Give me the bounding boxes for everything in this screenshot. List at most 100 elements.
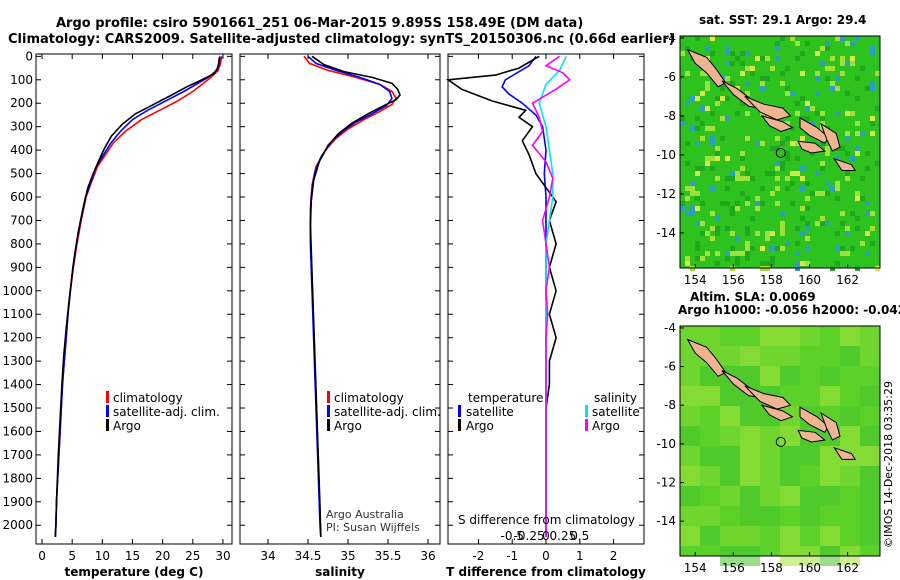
sst_map-field-cell [795, 141, 800, 146]
sla_map-field-cell [820, 446, 840, 466]
sst_map-field-cell [805, 106, 810, 111]
sst_map-field-cell [730, 51, 735, 56]
sst_map-field-cell [750, 66, 755, 71]
sst_map-field-cell [845, 61, 850, 66]
sst_map-field-cell [795, 261, 800, 266]
sla_map-xtick-label: 156 [722, 561, 745, 575]
sst_map-field-cell [725, 176, 730, 181]
sst_map-field-cell [735, 111, 740, 116]
sst_map-field-cell [825, 66, 830, 71]
sla_map-xtick-label: 158 [760, 561, 783, 575]
sst_map-field-cell [715, 101, 720, 106]
sst_map-field-cell [750, 176, 755, 181]
sla_map-field-cell [680, 326, 700, 346]
sst_map-field-cell [815, 171, 820, 176]
sst_map-field-cell [795, 156, 800, 161]
sst_map-field-cell [720, 86, 725, 91]
pressure-tick-label: 900 [10, 260, 33, 274]
sst_map-field-cell [815, 71, 820, 76]
sst_map-field-cell [715, 216, 720, 221]
sst_map-field-cell [805, 41, 810, 46]
sst_map-field-cell [870, 211, 875, 216]
sst_map-field-cell [810, 121, 815, 126]
sst_map-field-cell [765, 76, 770, 81]
sst_map-field-cell [850, 246, 855, 251]
pressure-tick-label: 1500 [2, 401, 33, 415]
diff-legend-s-satellite-label: satellite [592, 405, 640, 419]
sla_map-island [760, 404, 794, 422]
diff-legend-t-argo-label: Argo [466, 419, 494, 433]
sst_map-field-cell [835, 231, 840, 236]
pressure-tick-label: 400 [10, 143, 33, 157]
sst_map-field-cell [820, 216, 825, 221]
sla_map-field-cell [720, 406, 740, 426]
sst_map-field-cell [760, 201, 765, 206]
credit-pi-name: PI: Susan Wijffels [326, 521, 420, 534]
sla_map-field-cell [720, 386, 740, 406]
sst_map-field-cell [695, 96, 700, 101]
sla_map-field-cell [680, 366, 700, 386]
sst_map-island [686, 48, 727, 88]
sla_map-field-cell [700, 386, 720, 406]
sst_map-field-cell [795, 226, 800, 231]
sst_map-field-cell [855, 196, 860, 201]
sst_map-field-cell [745, 241, 750, 246]
sst_map-field-cell [790, 201, 795, 206]
sst_map-field-cell [840, 146, 845, 151]
sst_map-field-cell [715, 176, 720, 181]
sst_map-field-cell [705, 161, 710, 166]
sla_map-field-cell [820, 466, 840, 486]
sst_map-field-cell [740, 61, 745, 66]
sla_map-field-cell [740, 526, 760, 546]
pressure-tick-label: 1800 [2, 471, 33, 485]
s-diff-tick-label: -0.5 [500, 529, 523, 543]
sst_map-field-cell [785, 86, 790, 91]
sst_map-ytick-label: -4 [664, 31, 676, 45]
sst_map-field-cell [780, 71, 785, 76]
figure-title-line2: Climatology: CARS2009. Satellite-adjuste… [8, 32, 675, 47]
pressure-tick-label: 700 [10, 213, 33, 227]
sst_map-field-cell [770, 231, 775, 236]
sal-legend-satellite-label: satellite-adj. clim. [334, 405, 441, 419]
sla-map: 154 156 158 160 162 -4 -6 -8 -10 -12 -14 [656, 321, 881, 575]
sst_map-field-cell [725, 186, 730, 191]
sst_map-field-cell [705, 251, 710, 256]
legend-climatology-swatch [106, 391, 109, 403]
sst_map-field-cell [850, 41, 855, 46]
sst_map-field-cell [860, 66, 865, 71]
sst_map-field-cell [840, 71, 845, 76]
sst_map-field-cell [765, 236, 770, 241]
sst-map: 154 156 158 160 162 -4 -6 -8 -10 -12 -14 [656, 31, 881, 287]
sla_map-field-cell [840, 326, 860, 346]
sst_map-field-cell [710, 36, 715, 41]
sst_map-ytick-label: -14 [656, 226, 676, 240]
sla_map-ytick-label: -4 [664, 321, 676, 335]
sst_map-field-cell [820, 161, 825, 166]
sst_map-field-cell [825, 41, 830, 46]
sst_map-field-cell [745, 256, 750, 261]
sst_map-field-cell [695, 36, 700, 41]
pressure-tick-label: 1400 [2, 378, 33, 392]
sst_map-field-cell [860, 196, 865, 201]
sst_map-field-cell [700, 166, 705, 171]
sst_map-field-cell [870, 121, 875, 126]
sst_map-field-cell [845, 91, 850, 96]
sla_map-ytick-label: -14 [656, 514, 676, 528]
sla_map-ytick-label: -10 [656, 437, 676, 451]
pressure-tick-label: 1600 [2, 424, 33, 438]
salinity-xtick-label: 34.5 [295, 549, 322, 563]
sla_map-island [820, 411, 841, 441]
sst_map-field-cell [760, 81, 765, 86]
sst_map-field-cell [780, 231, 785, 236]
sst_map-field-cell [865, 211, 870, 216]
sla_map-field-cell [760, 506, 780, 526]
temperature-xtick-label: 5 [68, 549, 76, 563]
credit-argo-australia: Argo Australia [326, 508, 404, 521]
diff-legend-s-satellite-swatch [585, 405, 588, 417]
sst_map-field-cell [745, 231, 750, 236]
sst_map-field-cell [825, 46, 830, 51]
sst_map-field-cell [850, 61, 855, 66]
sst_map-field-cell [780, 221, 785, 226]
sst_map-field-cell [725, 116, 730, 121]
sst_map-field-cell [740, 191, 745, 196]
